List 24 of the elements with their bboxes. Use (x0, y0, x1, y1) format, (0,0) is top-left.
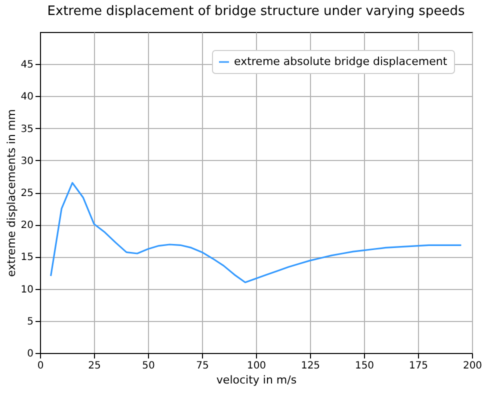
x-tick-label: 25 (88, 360, 101, 372)
x-axis-title: velocity in m/s (216, 374, 297, 386)
x-tick-label: 75 (196, 360, 209, 372)
x-tick-label: 125 (300, 360, 320, 372)
legend-label: extreme absolute bridge displacement (234, 55, 448, 68)
y-axis-title: extreme displacements in mm (4, 109, 18, 277)
y-tick-label: 35 (20, 124, 34, 135)
x-tick-label: 200 (462, 360, 482, 372)
y-tick-label: 10 (20, 284, 34, 296)
y-tick-label: 40 (20, 92, 34, 103)
y-tick-label: 25 (20, 188, 34, 199)
line-series (50, 182, 462, 284)
y-tick-label: 30 (20, 156, 34, 167)
y-tick-label: 45 (20, 60, 34, 71)
y-tick-label: 0 (27, 348, 34, 360)
chart-title: Extreme displacement of bridge structure under varying speeds (47, 4, 465, 19)
y-tick-label: 5 (27, 316, 34, 328)
y-tick-label: 15 (20, 252, 34, 264)
x-tick-label: 150 (354, 360, 374, 372)
x-tick-label: 50 (142, 360, 155, 372)
x-tick-label: 175 (408, 360, 428, 372)
x-tick-label: 0 (37, 360, 44, 372)
x-tick-label: 100 (246, 360, 266, 372)
y-tick-label: 20 (20, 220, 34, 232)
